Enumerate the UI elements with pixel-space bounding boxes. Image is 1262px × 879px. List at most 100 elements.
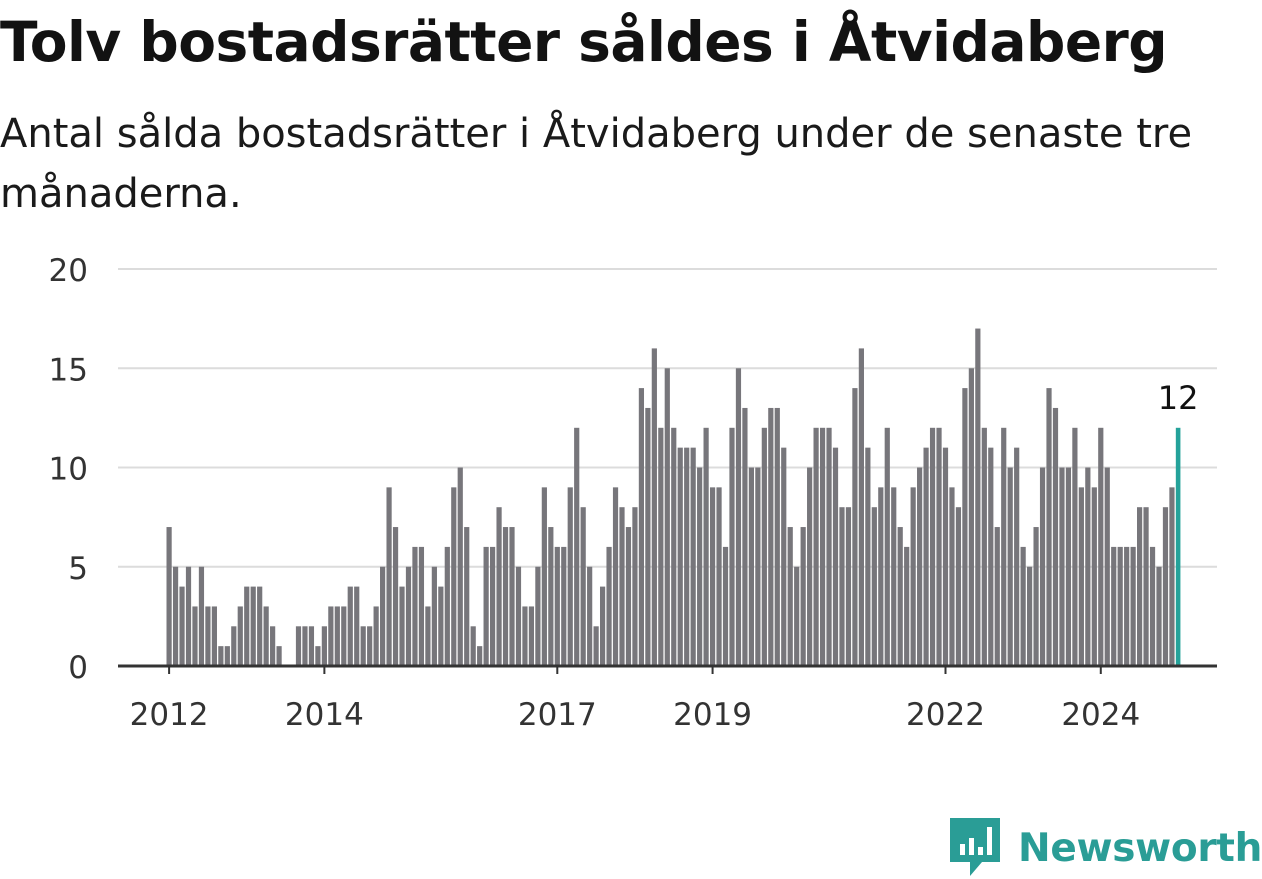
bar: [942, 447, 949, 666]
bar: [975, 328, 981, 666]
bar: [502, 527, 509, 666]
y-tick-label: 10: [49, 452, 88, 488]
bar: [237, 606, 243, 666]
bar: [231, 626, 237, 666]
y-axis-labels: 0 5 10 15 20: [49, 253, 88, 686]
bar: [632, 507, 638, 666]
bar: [800, 527, 806, 666]
bar: [1020, 546, 1026, 666]
bar: [192, 606, 198, 666]
bar: [955, 507, 962, 666]
bar: [1156, 566, 1162, 666]
bar: [929, 427, 936, 666]
bar: [250, 586, 256, 666]
x-tick-label: 2017: [518, 697, 597, 733]
bar: [651, 348, 657, 666]
bar: [761, 427, 767, 666]
bar: [1072, 427, 1078, 666]
x-tick-label: 2014: [285, 697, 364, 733]
bar: [360, 626, 366, 666]
bar: [257, 586, 263, 666]
bar: [645, 407, 651, 666]
bar-highlighted: [1175, 427, 1181, 666]
bar: [567, 487, 573, 666]
bar: [845, 507, 852, 666]
y-tick-label: 15: [49, 352, 88, 388]
bar: [858, 348, 864, 666]
bar: [625, 527, 632, 666]
bar: [878, 487, 884, 666]
bar: [709, 487, 716, 666]
chart-title: Tolv bostadsrätter såldes i Åtvidaberg: [0, 10, 1168, 74]
bar: [548, 527, 554, 666]
brand-name: Newsworthy: [1018, 825, 1262, 871]
bar: [1104, 467, 1110, 666]
bar: [328, 606, 334, 666]
bar: [742, 407, 748, 666]
bar: [774, 407, 780, 666]
y-tick-label: 20: [49, 253, 88, 289]
bar: [341, 606, 347, 666]
bar: [1143, 507, 1149, 666]
bar: [807, 467, 813, 666]
bar: [263, 606, 269, 666]
bar: [949, 487, 955, 666]
bar: [671, 427, 677, 666]
x-tick-label: 2019: [673, 697, 752, 733]
bar: [612, 487, 619, 666]
bar: [599, 586, 606, 666]
bar: [936, 427, 942, 666]
bar: [211, 606, 217, 666]
y-tick-label: 5: [68, 551, 88, 587]
bar: [276, 646, 282, 666]
bar: [619, 507, 625, 666]
y-tick-label: 0: [68, 650, 88, 686]
bar: [1046, 388, 1052, 666]
bar: [703, 427, 709, 666]
bar: [218, 646, 224, 666]
bar: [483, 546, 489, 666]
bar: [658, 427, 664, 666]
bar: [425, 606, 431, 666]
bar: [1065, 467, 1072, 666]
bar: [729, 427, 735, 666]
bar: [295, 626, 302, 666]
bar: [179, 586, 185, 666]
bar: [1078, 487, 1084, 666]
bar: [871, 507, 877, 666]
bar: [722, 546, 729, 666]
bar: [794, 566, 800, 666]
bar: [1169, 487, 1175, 666]
bar: [1111, 546, 1117, 666]
bar: [224, 646, 230, 666]
x-axis: [118, 664, 1217, 674]
bar: [897, 527, 903, 666]
bar: [1085, 467, 1091, 666]
bar: [554, 546, 560, 666]
bar: [1033, 527, 1039, 666]
bar: [185, 566, 192, 666]
bar: [839, 507, 845, 666]
bar: [787, 527, 793, 666]
bar: [457, 467, 463, 666]
bar: [716, 487, 722, 666]
bar: [354, 586, 360, 666]
bar: [1098, 427, 1104, 666]
bar: [380, 566, 386, 666]
bar: [832, 447, 839, 666]
bar: [367, 626, 373, 666]
bar: [1117, 546, 1123, 666]
bar: [981, 427, 987, 666]
bar: [1039, 467, 1046, 666]
bar: [580, 507, 586, 666]
bar: [1137, 507, 1143, 666]
bars: [166, 328, 1181, 666]
bar: [464, 527, 470, 666]
bar: [528, 606, 535, 666]
bar: [826, 427, 832, 666]
bar: [1007, 467, 1013, 666]
bar: [819, 427, 826, 666]
bar: [198, 566, 205, 666]
bar: [994, 527, 1000, 666]
